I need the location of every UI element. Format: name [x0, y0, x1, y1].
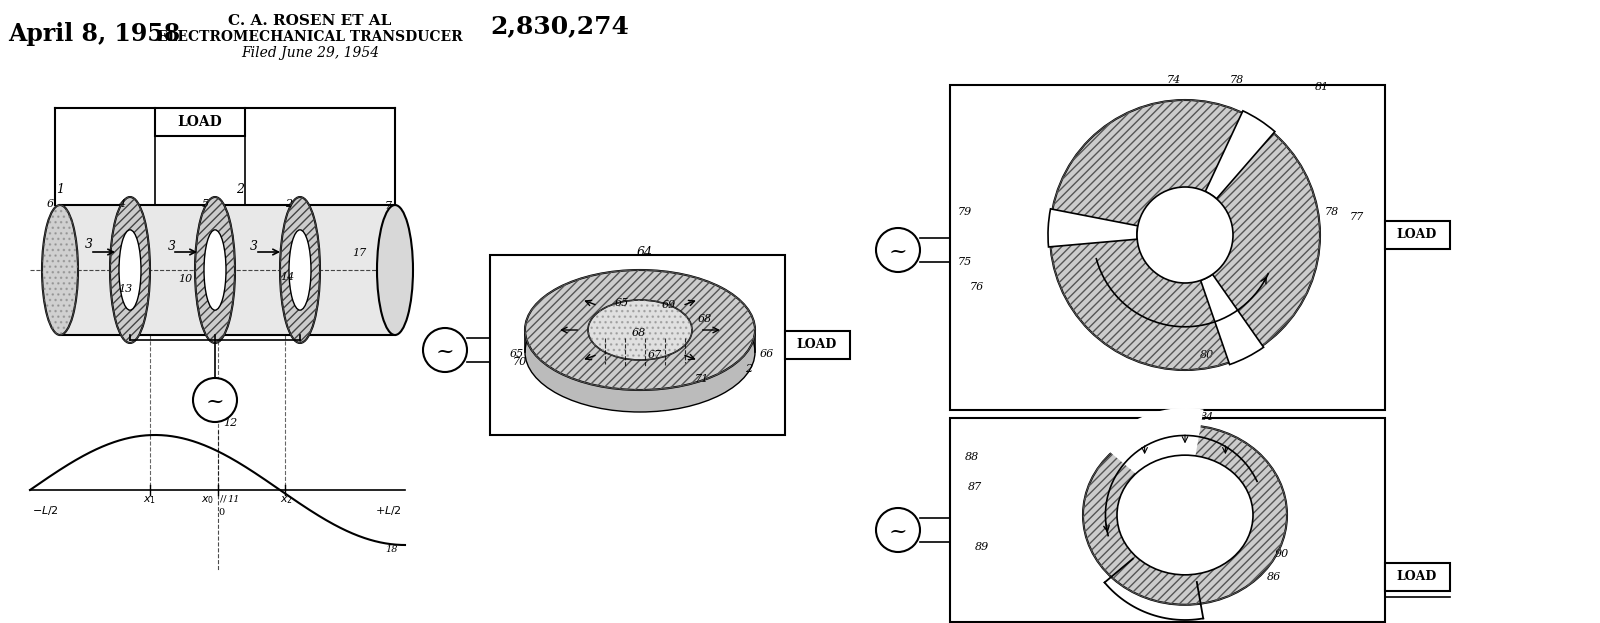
Text: 6: 6 [46, 199, 54, 209]
Text: LOAD: LOAD [178, 115, 222, 129]
Bar [155, 108, 245, 136]
Wedge shape [1205, 111, 1275, 199]
Text: 70: 70 [514, 357, 528, 367]
Text: ELECTROMECHANICAL TRANSDUCER: ELECTROMECHANICAL TRANSDUCER [157, 30, 462, 44]
Bar [61, 205, 395, 335]
Text: 12: 12 [222, 418, 237, 428]
Text: 4: 4 [118, 199, 125, 209]
Text: ~: ~ [435, 341, 454, 363]
Text: 78: 78 [1325, 207, 1339, 217]
Text: ~: ~ [888, 241, 907, 263]
Text: 0: 0 [219, 508, 224, 517]
Text: 10: 10 [178, 274, 192, 284]
Text: 13: 13 [118, 284, 133, 294]
Text: 65: 65 [510, 349, 525, 359]
Text: 71: 71 [694, 374, 709, 384]
Text: 91: 91 [1160, 535, 1174, 545]
Text: 78: 78 [1230, 75, 1245, 85]
Text: 2: 2 [237, 183, 243, 196]
Text: $x_0$: $x_0$ [202, 494, 214, 506]
Ellipse shape [290, 230, 310, 310]
Ellipse shape [589, 300, 691, 360]
Text: 86: 86 [1267, 572, 1282, 582]
Text: $x_1$: $x_1$ [144, 494, 157, 506]
Text: 81: 81 [1315, 82, 1330, 92]
Bar [490, 255, 786, 435]
Text: 5: 5 [202, 199, 210, 209]
Wedge shape [1048, 209, 1138, 247]
Ellipse shape [195, 197, 235, 343]
Text: 67: 67 [648, 350, 662, 360]
Ellipse shape [205, 230, 226, 310]
Text: //: // [219, 495, 226, 504]
Text: $-L/2$: $-L/2$ [32, 504, 59, 517]
Text: LOAD: LOAD [797, 338, 837, 351]
Bar [1386, 221, 1450, 249]
Text: $+L/2$: $+L/2$ [374, 504, 402, 517]
Ellipse shape [110, 197, 150, 343]
Circle shape [194, 378, 237, 422]
Circle shape [1138, 187, 1234, 283]
Text: LOAD: LOAD [1397, 571, 1437, 584]
Text: 88: 88 [965, 452, 979, 462]
Text: 14: 14 [280, 272, 294, 282]
Ellipse shape [1083, 426, 1286, 605]
Bar [950, 85, 1386, 410]
Text: ~: ~ [888, 521, 907, 543]
Bar [950, 418, 1386, 622]
Text: 79: 79 [958, 207, 973, 217]
Text: 3: 3 [85, 238, 93, 251]
Text: 3: 3 [168, 240, 176, 253]
Ellipse shape [42, 205, 78, 335]
Text: 2: 2 [285, 199, 293, 209]
Ellipse shape [378, 205, 413, 335]
Wedge shape [1200, 274, 1264, 364]
Text: 74: 74 [1166, 75, 1181, 85]
Text: 90: 90 [1275, 549, 1290, 559]
Text: 66: 66 [760, 349, 774, 359]
Text: 64: 64 [637, 246, 653, 259]
Text: 2,830,274: 2,830,274 [490, 14, 629, 38]
Text: 17: 17 [352, 248, 366, 258]
Circle shape [877, 228, 920, 272]
Text: 68: 68 [698, 314, 712, 324]
Text: 2: 2 [746, 364, 752, 374]
Text: LOAD: LOAD [1397, 229, 1437, 242]
Text: 76: 76 [970, 282, 984, 292]
Text: $x_2$: $x_2$ [280, 494, 293, 506]
Text: 3: 3 [250, 240, 258, 253]
Ellipse shape [525, 292, 755, 412]
Text: 69: 69 [662, 300, 677, 310]
Circle shape [877, 508, 920, 552]
Text: 87: 87 [968, 482, 982, 492]
Ellipse shape [525, 270, 755, 390]
Text: 1: 1 [56, 183, 64, 196]
Wedge shape [1102, 408, 1203, 515]
Text: April 8, 1958: April 8, 1958 [8, 22, 181, 46]
Text: 68: 68 [632, 328, 646, 338]
Text: 84: 84 [1200, 412, 1214, 422]
Text: Filed June 29, 1954: Filed June 29, 1954 [242, 46, 379, 60]
Text: 89: 89 [974, 542, 989, 552]
Text: C. A. ROSEN ET AL: C. A. ROSEN ET AL [229, 14, 392, 28]
Circle shape [422, 328, 467, 372]
Text: 11: 11 [227, 495, 240, 504]
Text: 65: 65 [614, 298, 629, 308]
Bar [1386, 563, 1450, 591]
Text: 75: 75 [958, 257, 973, 267]
Ellipse shape [118, 230, 141, 310]
Ellipse shape [1117, 455, 1253, 575]
Text: 77: 77 [1350, 212, 1365, 222]
Ellipse shape [280, 197, 320, 343]
Text: 18: 18 [386, 545, 397, 554]
Text: 7: 7 [386, 201, 392, 211]
Ellipse shape [1050, 100, 1320, 370]
Text: ~: ~ [206, 391, 224, 413]
Bar [786, 331, 850, 359]
Text: 80: 80 [1200, 350, 1214, 360]
